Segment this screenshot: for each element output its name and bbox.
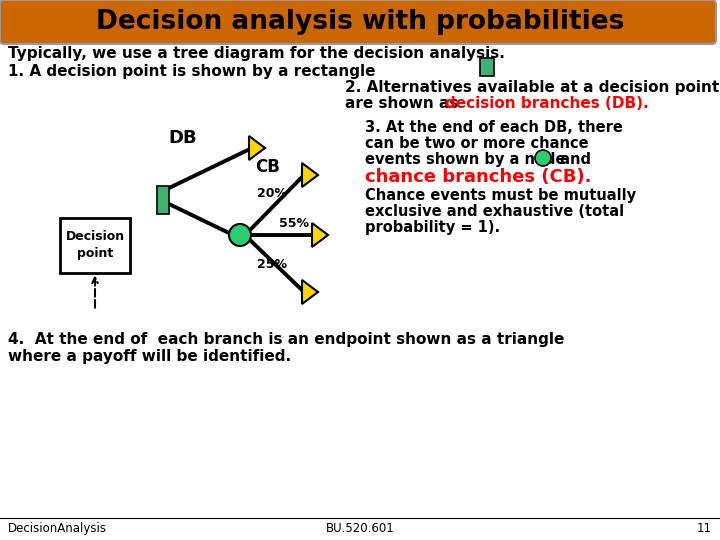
Text: and: and [555,152,591,167]
Text: 11: 11 [697,522,712,535]
Polygon shape [302,280,318,304]
Polygon shape [249,136,265,160]
Circle shape [229,224,251,246]
Text: DecisionAnalysis: DecisionAnalysis [8,522,107,535]
Text: BU.520.601: BU.520.601 [325,522,395,535]
FancyBboxPatch shape [0,0,716,44]
Text: chance branches (CB).: chance branches (CB). [365,168,592,186]
Text: 55%: 55% [279,217,309,230]
Text: probability = 1).: probability = 1). [365,220,500,235]
Text: 20%: 20% [257,187,287,200]
Text: Typically, we use a tree diagram for the decision analysis.: Typically, we use a tree diagram for the… [8,46,505,61]
Text: 3. At the end of each DB, there: 3. At the end of each DB, there [365,120,623,135]
Text: point: point [77,247,113,260]
Bar [60,218,130,273]
Text: 25%: 25% [257,258,287,271]
Polygon shape [312,223,328,247]
Text: Chance events must be mutually: Chance events must be mutually [365,188,636,203]
Text: 1. A decision point is shown by a rectangle: 1. A decision point is shown by a rectan… [8,64,376,79]
Text: decision branches (DB).: decision branches (DB). [445,96,649,111]
Text: are shown as: are shown as [345,96,464,111]
Bar [480,58,494,76]
Text: Decision analysis with probabilities: Decision analysis with probabilities [96,9,624,35]
Text: where a payoff will be identified.: where a payoff will be identified. [8,349,291,364]
Text: can be two or more chance: can be two or more chance [365,136,589,151]
Text: DB: DB [168,129,197,147]
Text: CB: CB [256,158,280,176]
Text: 4.  At the end of  each branch is an endpoint shown as a triangle: 4. At the end of each branch is an endpo… [8,332,564,347]
Text: Decision: Decision [66,231,125,244]
Text: events shown by a node: events shown by a node [365,152,565,167]
Text: 2. Alternatives available at a decision point: 2. Alternatives available at a decision … [345,80,719,95]
Polygon shape [302,163,318,187]
Text: exclusive and exhaustive (total: exclusive and exhaustive (total [365,204,624,219]
Circle shape [535,150,551,166]
Bar [157,186,169,214]
